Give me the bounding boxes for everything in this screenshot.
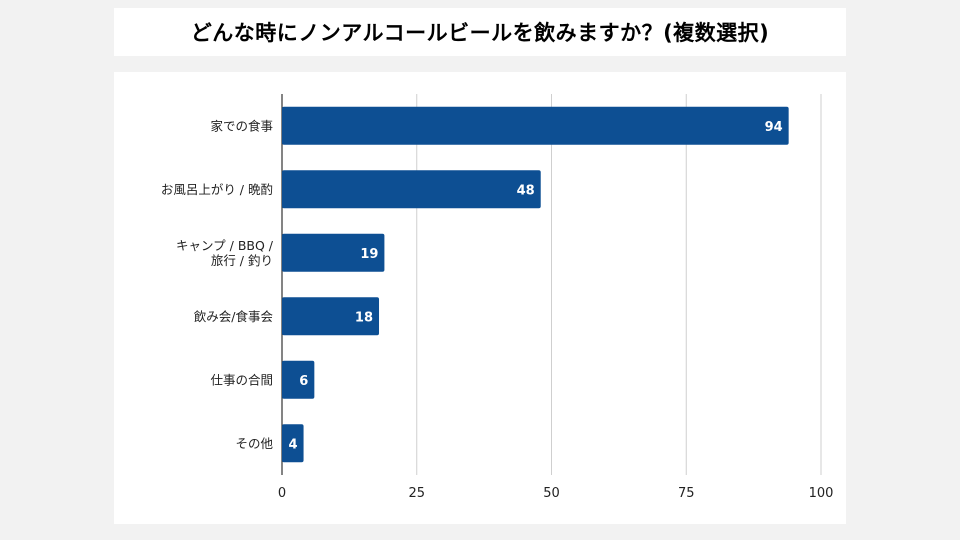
category-label-2-line-0: キャンプ / BBQ / <box>176 238 274 253</box>
bar-5 <box>282 424 304 463</box>
chart-title: どんな時にノンアルコールビールを飲みますか？(複数選択) <box>190 21 770 45</box>
data-label-2: 19 <box>360 247 378 262</box>
category-label-1: お風呂上がり / 晩酌 <box>161 182 273 197</box>
category-label-5: その他 <box>235 436 273 451</box>
x-tick-label-0: 0 <box>278 486 286 501</box>
chart-panel: 0 25 50 75 100 94 家での食事 48 お風呂上がり / 晩酌 19 キャンプ / B… <box>114 72 846 524</box>
bar-3 <box>282 297 380 336</box>
category-label-4: 仕事の合間 <box>210 372 273 387</box>
chart-title-box: どんな時にノンアルコールビールを飲みますか？(複数選択) <box>114 8 846 56</box>
bar-chart: 0 25 50 75 100 94 家での食事 48 お風呂上がり / 晩酌 19 キャンプ / B… <box>161 94 834 501</box>
bar-4 <box>282 360 315 399</box>
data-label-5: 4 <box>289 437 298 452</box>
x-tick-label-75: 75 <box>678 486 695 501</box>
category-label-3: 飲み会/食事会 <box>194 309 274 324</box>
category-label-2-line-1: 旅行 / 釣り <box>211 253 273 268</box>
bar-1 <box>282 170 541 209</box>
x-tick-label-25: 25 <box>408 486 425 501</box>
data-label-1: 48 <box>517 183 535 198</box>
bar-0 <box>282 106 789 145</box>
bar-2 <box>282 233 385 272</box>
category-label-0: 家での食事 <box>210 118 273 133</box>
data-label-0: 94 <box>765 120 783 135</box>
x-tick-label-100: 100 <box>809 486 834 501</box>
x-tick-label-50: 50 <box>543 486 560 501</box>
data-label-3: 18 <box>355 310 373 325</box>
data-label-4: 6 <box>299 374 308 389</box>
